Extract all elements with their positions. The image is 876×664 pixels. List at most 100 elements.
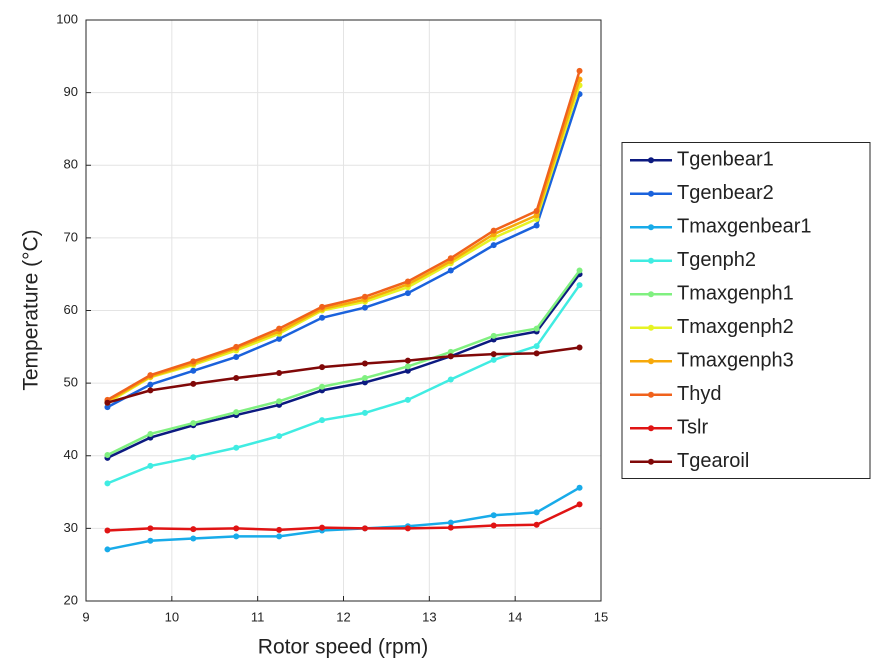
data-point: [233, 353, 240, 360]
data-point: [404, 367, 411, 374]
series-line: [106, 70, 581, 401]
y-tick-label: 60: [64, 302, 78, 317]
data-point: [319, 364, 326, 371]
data-point: [576, 484, 583, 491]
data-point: [147, 381, 154, 388]
data-point: [276, 526, 283, 533]
x-tick-label: 11: [251, 609, 265, 624]
data-point: [576, 67, 583, 74]
data-point: [576, 267, 583, 274]
data-point: [490, 356, 497, 363]
data-point: [361, 375, 368, 382]
data-point: [490, 512, 497, 519]
legend-label: Tmaxgenph2: [677, 316, 794, 338]
data-point: [576, 282, 583, 289]
legend-label: Tmaxgenph1: [677, 283, 794, 305]
legend-label: Tmaxgenbear1: [677, 216, 812, 238]
data-point: [447, 255, 454, 262]
data-point: [490, 522, 497, 529]
series-line: [106, 269, 581, 457]
data-point: [276, 533, 283, 540]
series-line: [106, 79, 581, 403]
data-point: [490, 351, 497, 358]
legend-label: Tmaxgenph3: [677, 350, 794, 372]
x-tick-label: 9: [82, 609, 89, 624]
y-tick-label: 80: [64, 157, 78, 172]
data-point: [533, 521, 540, 528]
data-point: [490, 227, 497, 234]
data-point: [319, 314, 326, 321]
legend-marker: [648, 391, 654, 398]
data-point: [190, 380, 197, 387]
data-point: [104, 452, 111, 459]
data-point: [533, 325, 540, 332]
series-line: [107, 346, 580, 404]
series-line: [106, 84, 581, 404]
legend-marker: [648, 358, 654, 365]
x-tick-label: 14: [508, 609, 522, 624]
data-point: [276, 369, 283, 376]
y-tick-label: 100: [56, 11, 78, 26]
data-point: [404, 396, 411, 403]
y-axis-label: Temperature (°C): [20, 229, 43, 390]
legend-label: Tgenph2: [677, 249, 756, 271]
legend-marker: [648, 257, 654, 264]
legend-marker: [648, 157, 654, 164]
data-point: [190, 367, 197, 374]
data-point: [404, 278, 411, 285]
data-point: [147, 462, 154, 469]
data-point: [533, 350, 540, 357]
data-point: [190, 526, 197, 533]
data-point: [233, 375, 240, 382]
y-tick-label: 50: [64, 375, 78, 390]
data-point: [361, 293, 368, 300]
data-point: [404, 290, 411, 297]
data-point: [576, 344, 583, 351]
y-tick-label: 40: [64, 447, 78, 462]
data-point: [447, 353, 454, 360]
data-point: [533, 343, 540, 350]
data-point: [147, 537, 154, 544]
data-point: [319, 303, 326, 310]
legend-label: Thyd: [677, 383, 721, 405]
y-tick-label: 30: [64, 520, 78, 535]
data-point: [319, 383, 326, 390]
legend-marker: [648, 425, 654, 432]
legend-box: [621, 142, 871, 479]
data-point: [233, 525, 240, 532]
data-point: [533, 212, 540, 219]
data-point: [447, 519, 454, 526]
data-point: [319, 417, 326, 424]
data-point: [276, 433, 283, 440]
x-axis-label: Rotor speed (rpm): [258, 636, 428, 659]
data-point: [361, 409, 368, 416]
data-point: [190, 358, 197, 365]
legend-marker: [648, 224, 654, 231]
data-point: [104, 399, 111, 406]
data-point: [233, 533, 240, 540]
data-point: [147, 525, 154, 532]
x-tick-label: 10: [165, 609, 179, 624]
data-point: [147, 387, 154, 394]
data-point: [190, 420, 197, 427]
y-tick-label: 90: [64, 84, 78, 99]
x-tick-label: 13: [422, 609, 436, 624]
legend-marker: [648, 190, 654, 197]
legend-marker: [648, 458, 654, 465]
legend-label: Tgearoil: [677, 450, 749, 472]
series-line: [106, 284, 581, 485]
series-line: [106, 93, 581, 409]
data-point: [447, 267, 454, 274]
data-point: [361, 304, 368, 311]
legend-label: Tgenbear2: [677, 182, 774, 204]
series-line: [106, 273, 581, 460]
data-point: [533, 509, 540, 516]
data-point: [233, 343, 240, 350]
y-tick-label: 20: [64, 592, 78, 607]
data-point: [361, 379, 368, 386]
data-point: [319, 524, 326, 531]
data-point: [404, 363, 411, 370]
data-point: [276, 335, 283, 342]
legend-marker: [648, 291, 654, 298]
